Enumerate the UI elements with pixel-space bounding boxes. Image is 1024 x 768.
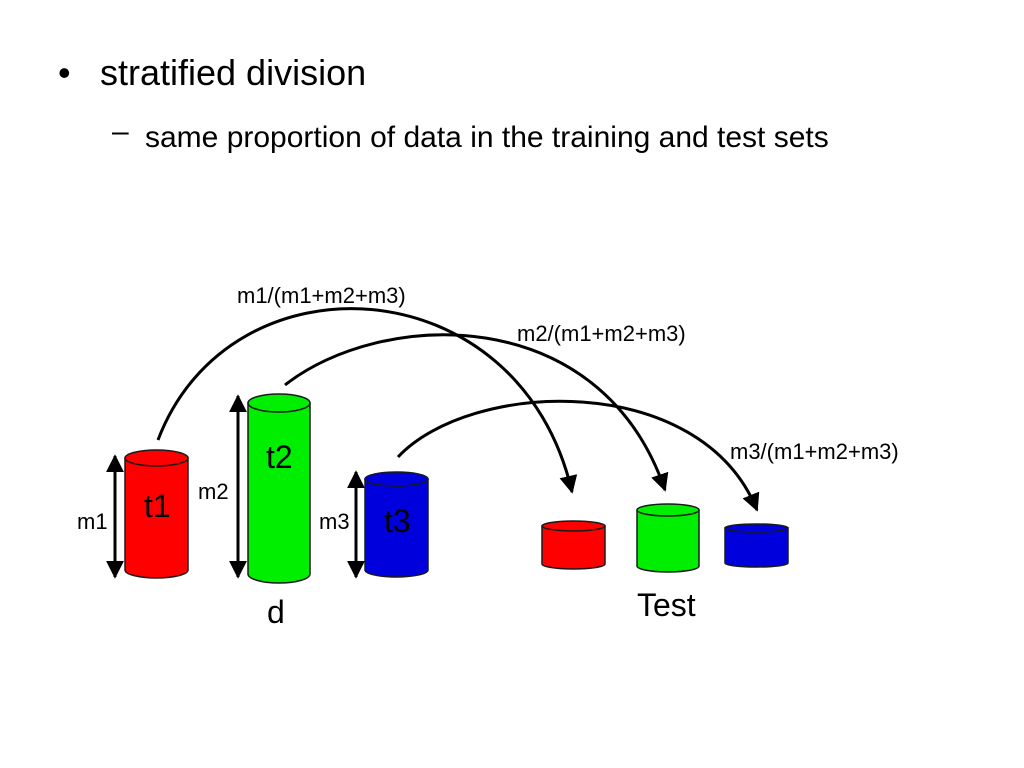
cylinder <box>124 449 189 579</box>
test-label: Test <box>637 587 696 623</box>
arrow <box>396 399 760 512</box>
size-arrows <box>106 394 365 579</box>
cylinders <box>124 393 789 584</box>
sub-bullet-dash: – <box>112 115 129 148</box>
sub-bullet-text: same proportion of data in the training … <box>145 121 829 154</box>
bullet-text: stratified division <box>100 52 367 93</box>
cylinder <box>364 471 429 578</box>
cylinder-label: t3 <box>384 503 411 539</box>
cylinder <box>247 393 311 584</box>
test-cylinder <box>541 520 606 570</box>
test-cylinder <box>636 503 700 573</box>
dataset-label: d <box>267 594 285 630</box>
arrow <box>284 333 669 492</box>
size-label: m1 <box>77 509 108 534</box>
arrows <box>156 307 760 512</box>
size-label: m3 <box>319 509 350 534</box>
fraction-label: m1/(m1+m2+m3) <box>237 283 406 308</box>
test-cylinder <box>724 523 789 568</box>
cylinder-label: t1 <box>144 488 171 524</box>
size-label: m2 <box>198 479 229 504</box>
fraction-label: m2/(m1+m2+m3) <box>517 321 686 346</box>
fraction-label: m3/(m1+m2+m3) <box>730 439 899 464</box>
cylinder-label: t2 <box>266 439 293 475</box>
arrow <box>156 307 578 494</box>
bullet-dot: • <box>58 52 71 93</box>
